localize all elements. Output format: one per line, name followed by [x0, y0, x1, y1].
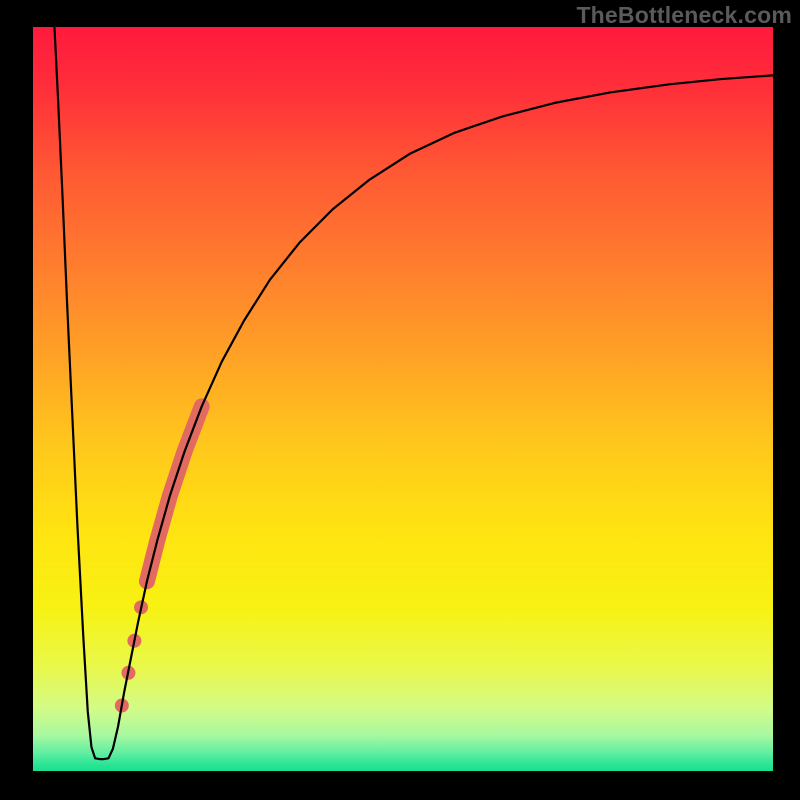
chart-container: TheBottleneck.com: [0, 0, 800, 800]
plot-area: [33, 27, 773, 771]
gradient-background: [33, 27, 773, 771]
chart-svg: [33, 27, 773, 771]
watermark-text: TheBottleneck.com: [576, 2, 792, 29]
